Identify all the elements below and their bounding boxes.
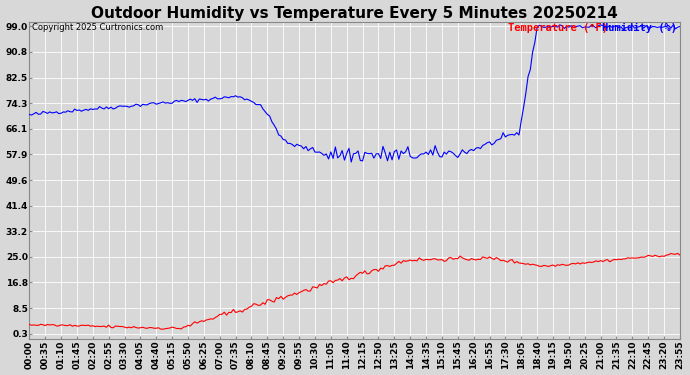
Title: Outdoor Humidity vs Temperature Every 5 Minutes 20250214: Outdoor Humidity vs Temperature Every 5 … — [91, 6, 618, 21]
Text: Humidity (%): Humidity (%) — [602, 23, 677, 33]
Text: Copyright 2025 Curtronics.com: Copyright 2025 Curtronics.com — [32, 23, 164, 32]
Text: Temperature (°F): Temperature (°F) — [508, 23, 608, 33]
